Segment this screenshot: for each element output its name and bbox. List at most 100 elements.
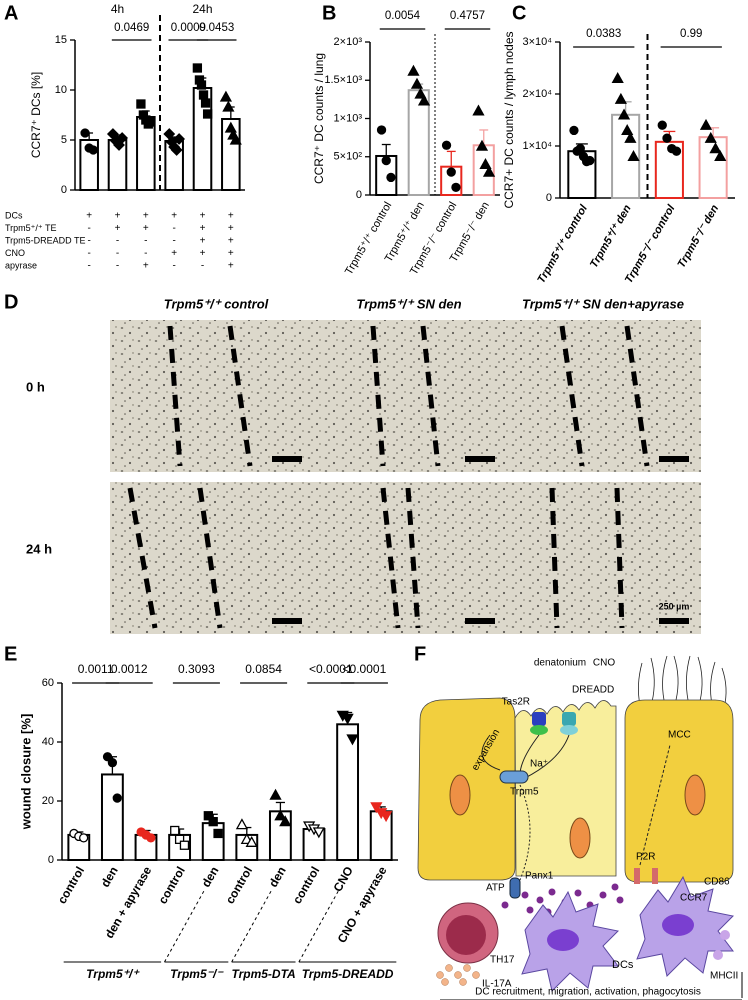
label: TH17 (490, 955, 515, 966)
p-value: 0.0383 (586, 28, 621, 40)
data-point (312, 827, 325, 839)
data-point (192, 63, 203, 73)
micrograph (497, 320, 701, 472)
condition-cell: + (86, 211, 92, 222)
x-tick-label: control (223, 864, 255, 906)
wound-edge (559, 325, 585, 467)
micrograph (303, 320, 507, 472)
scale-bar (272, 618, 302, 624)
data-point (379, 811, 393, 823)
data-point (136, 99, 146, 109)
data-point (235, 818, 249, 830)
y-tick-label: 3×10⁴ (522, 36, 552, 48)
data-point (407, 64, 420, 76)
p-value: 0.0012 (111, 662, 148, 676)
label: CNO (593, 658, 615, 669)
tas2r-receptor (532, 712, 546, 726)
data-point (709, 142, 722, 154)
data-point (229, 133, 242, 145)
condition-cell: + (228, 261, 234, 272)
ciliated-cell (624, 699, 734, 883)
data-point (112, 793, 122, 803)
th17-nucleus (446, 915, 486, 955)
dreadd-receptor (562, 712, 576, 726)
data-point (621, 124, 634, 136)
condition-cell: + (200, 211, 206, 222)
data-point (627, 150, 640, 162)
p-value: 0.0453 (199, 22, 234, 34)
x-tick-label: control (55, 864, 87, 906)
y-tick-label: 0 (48, 854, 54, 866)
label: P2R (636, 852, 655, 863)
condition-cell: + (200, 236, 206, 247)
bar-chart: 0 5×10² 1×10³ 1.5×10³ 2×10³ CCR7⁺ DC counts /… (312, 10, 500, 277)
label: denatonium (534, 658, 586, 669)
data-point (386, 172, 396, 183)
row-header: 0 h (26, 379, 45, 394)
data-point (657, 120, 667, 130)
data-point (585, 155, 595, 166)
g-protein (530, 725, 548, 735)
scale-bar (659, 456, 689, 462)
group-label: 24h (192, 2, 212, 16)
data-point (370, 802, 383, 814)
schematic: denatonium CNO Tas2R DREADD expansion Na… (417, 655, 743, 1000)
data-point (173, 133, 186, 145)
data-point (219, 90, 233, 102)
condition-cell: - (87, 248, 90, 259)
label: Panx1 (525, 871, 554, 882)
condition-cell: - (172, 236, 175, 247)
y-tick-label: 0 (61, 184, 67, 196)
data-point (269, 788, 282, 800)
label: Tas2R (502, 697, 530, 708)
p-value: 0.0054 (385, 10, 421, 22)
condition-cell: + (115, 223, 121, 234)
data-point (414, 87, 427, 99)
scale-bar (659, 618, 689, 624)
dendritic-cell (521, 890, 620, 992)
condition-label: Trpm5-DREADD TE (5, 235, 86, 245)
data-point (200, 98, 211, 108)
panel-letter: E (4, 643, 17, 665)
data-point (222, 100, 235, 112)
y-tick-label: 60 (42, 677, 54, 689)
x-tick-label: Trpm5⁻/⁻ control (623, 202, 678, 285)
data-point (475, 139, 489, 151)
label: MHCII (710, 971, 738, 982)
data-point (102, 752, 113, 762)
data-point (208, 817, 218, 827)
data-point (80, 128, 90, 138)
y-tick-label: 5×10² (334, 151, 363, 163)
data-point (213, 828, 223, 839)
dendritic-cell (636, 875, 735, 977)
wound-edge (197, 487, 223, 629)
nucleus (569, 817, 591, 859)
wound-edge (127, 487, 158, 629)
data-point (170, 144, 183, 156)
y-tick-label: 0 (546, 192, 552, 204)
condition-cell: - (116, 236, 119, 247)
label: CCR7 (680, 893, 708, 904)
condition-cell: - (87, 223, 90, 234)
row-header: 24 h (26, 541, 52, 556)
data-point (617, 108, 631, 120)
x-tick-label: Trpm5⁺/⁺ den (588, 203, 634, 270)
p-value: <0.0001 (309, 662, 353, 676)
data-point (381, 155, 391, 166)
group-label: 4h (111, 2, 124, 16)
condition-cell: + (171, 211, 177, 222)
nucleus (684, 774, 706, 816)
p-value: 0.99 (680, 28, 702, 40)
panel-letter: D (4, 291, 18, 313)
y-tick-label: 40 (42, 736, 54, 748)
data-point (245, 835, 258, 847)
data-point (714, 150, 727, 162)
condition-cell: + (200, 248, 206, 259)
y-axis-label: CCR7+ DC counts / lymph nodes (502, 31, 516, 208)
condition-cell: + (228, 223, 234, 234)
y-tick-label: 2×10⁴ (522, 88, 552, 100)
wound-edge (370, 325, 386, 467)
data-point (441, 140, 452, 150)
panel-letter: C (512, 2, 526, 24)
